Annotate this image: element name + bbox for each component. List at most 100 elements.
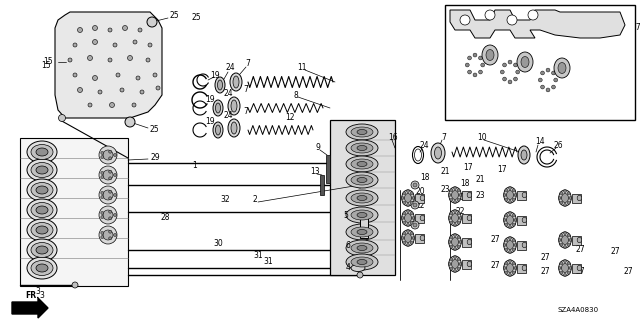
Circle shape (513, 189, 515, 191)
Circle shape (513, 249, 515, 251)
Bar (517, 263, 526, 272)
Circle shape (73, 73, 77, 77)
Text: 20: 20 (415, 188, 425, 197)
Circle shape (88, 103, 92, 107)
Ellipse shape (346, 156, 378, 172)
Text: 21: 21 (476, 175, 484, 184)
Circle shape (116, 73, 120, 77)
Ellipse shape (559, 260, 572, 276)
Text: FR.: FR. (25, 291, 39, 300)
Text: SZA4A0830: SZA4A0830 (557, 307, 598, 313)
Ellipse shape (346, 224, 378, 240)
Text: 18: 18 (549, 38, 559, 47)
Circle shape (514, 267, 516, 269)
Circle shape (454, 210, 456, 212)
Ellipse shape (577, 265, 582, 271)
Ellipse shape (103, 210, 113, 220)
Circle shape (406, 210, 410, 212)
Text: 7: 7 (246, 60, 250, 69)
Ellipse shape (404, 194, 412, 203)
Text: 17: 17 (463, 164, 473, 173)
Ellipse shape (27, 257, 57, 279)
Circle shape (72, 282, 78, 288)
Ellipse shape (558, 63, 566, 73)
Ellipse shape (402, 210, 414, 226)
Text: 5: 5 (344, 211, 348, 219)
Circle shape (458, 236, 460, 239)
Ellipse shape (522, 265, 527, 271)
Ellipse shape (404, 234, 412, 242)
Text: 10: 10 (477, 133, 487, 143)
Ellipse shape (357, 196, 367, 201)
Circle shape (514, 219, 516, 221)
Bar (415, 213, 424, 222)
Circle shape (450, 246, 452, 248)
Circle shape (450, 212, 452, 214)
Ellipse shape (351, 257, 373, 267)
Polygon shape (55, 12, 162, 118)
Circle shape (412, 237, 415, 239)
Ellipse shape (431, 143, 445, 163)
Circle shape (132, 103, 136, 107)
Circle shape (505, 198, 508, 201)
Ellipse shape (357, 259, 367, 264)
Bar (462, 259, 471, 269)
Ellipse shape (517, 52, 533, 72)
Circle shape (410, 212, 413, 214)
Circle shape (568, 192, 570, 195)
Text: 18: 18 (460, 179, 470, 188)
Circle shape (458, 258, 460, 261)
Circle shape (401, 197, 404, 199)
Bar (20, 138, 128, 286)
Text: 27: 27 (623, 268, 633, 277)
Ellipse shape (216, 103, 221, 113)
Bar (320, 175, 324, 195)
Ellipse shape (27, 199, 57, 221)
Circle shape (507, 15, 517, 25)
Ellipse shape (103, 150, 113, 160)
Ellipse shape (420, 215, 425, 221)
Bar (326, 155, 330, 183)
Ellipse shape (561, 263, 568, 272)
Ellipse shape (346, 240, 378, 256)
Circle shape (564, 190, 566, 192)
Circle shape (454, 248, 456, 250)
Text: 27: 27 (457, 80, 467, 90)
Circle shape (138, 28, 142, 32)
Ellipse shape (522, 192, 527, 198)
Ellipse shape (27, 179, 57, 201)
Text: 12: 12 (285, 114, 295, 122)
Circle shape (357, 209, 363, 215)
Ellipse shape (467, 239, 472, 245)
Text: 25: 25 (191, 13, 201, 23)
Text: 27: 27 (490, 235, 500, 244)
Circle shape (554, 78, 557, 82)
Circle shape (454, 270, 456, 272)
Circle shape (120, 88, 124, 92)
Circle shape (454, 187, 456, 189)
Circle shape (513, 262, 515, 264)
Circle shape (101, 171, 104, 174)
Text: 7: 7 (244, 108, 248, 116)
Circle shape (508, 60, 512, 64)
Circle shape (109, 150, 111, 153)
Ellipse shape (357, 229, 367, 234)
Ellipse shape (230, 73, 242, 91)
Ellipse shape (357, 212, 367, 218)
Circle shape (108, 28, 112, 32)
Ellipse shape (486, 49, 494, 61)
Ellipse shape (346, 190, 378, 206)
Circle shape (560, 234, 563, 236)
Ellipse shape (467, 261, 472, 267)
Bar (360, 218, 368, 238)
Circle shape (156, 86, 160, 90)
Circle shape (564, 260, 566, 263)
Ellipse shape (36, 186, 48, 194)
Ellipse shape (452, 260, 458, 269)
Ellipse shape (577, 237, 582, 243)
Ellipse shape (482, 45, 498, 65)
Ellipse shape (470, 59, 480, 71)
Circle shape (357, 247, 363, 253)
Circle shape (410, 221, 413, 224)
Circle shape (546, 88, 550, 92)
